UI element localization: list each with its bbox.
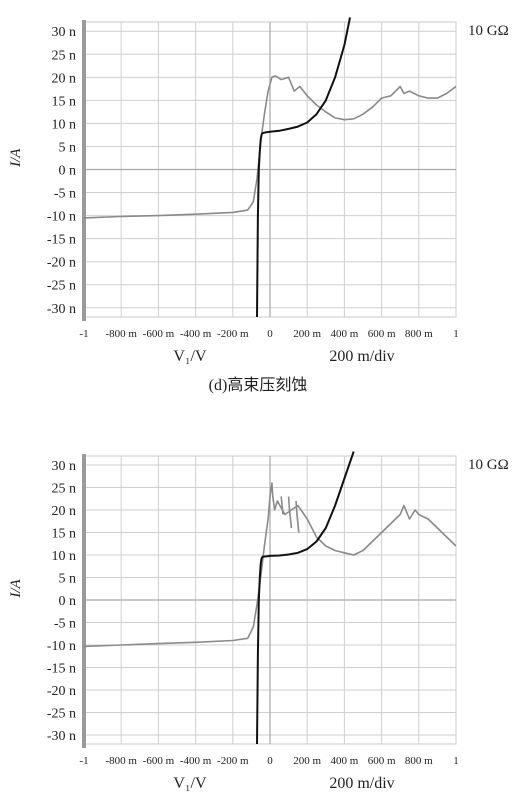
chart-1: 30 n 25 n 20 n 15 n 10 n 5 n 0 n -5 n -10 n -15 n… <box>8 451 509 792</box>
y-tick-label: 25 n <box>52 48 77 63</box>
y-tick-label: 5 n <box>59 140 77 155</box>
x-tick-label: 800 m <box>405 755 433 767</box>
x-tick-label: -400 m <box>180 328 212 340</box>
x-tick-label: 200 m <box>293 328 321 340</box>
x-tick-label: 400 m <box>330 755 358 767</box>
y-tick-label: 0 n <box>59 594 77 609</box>
x-tick-label: 600 m <box>368 755 396 767</box>
x-tick-label: 1 <box>453 755 459 767</box>
series-line-1 <box>256 17 351 317</box>
x-axis-label: V₁/V <box>173 775 207 792</box>
series-line-0 <box>84 482 456 648</box>
y-tick-label: 15 n <box>52 94 77 109</box>
y-tick-label: 5 n <box>59 572 77 587</box>
y-tick-label: -10 n <box>47 639 76 654</box>
x-tick-label: -1 <box>79 755 88 767</box>
x-tick-label: -800 m <box>105 328 137 340</box>
y-tick-label: 20 n <box>52 71 77 86</box>
y-tick-label: 20 n <box>52 504 77 519</box>
y-tick-label: 30 n <box>52 459 77 474</box>
x-axis-label: V₁/V <box>173 348 207 365</box>
y-axis-label: I/A <box>8 148 24 168</box>
y-tick-label: -25 n <box>47 279 76 294</box>
y-tick-label: -25 n <box>47 707 76 722</box>
y-axis-label: I/A <box>8 578 24 598</box>
y-tick-label: 15 n <box>52 527 77 542</box>
x-tick-label: -1 <box>79 328 88 340</box>
x-tick-label: 600 m <box>368 328 396 340</box>
x-tick-label: -600 m <box>143 755 175 767</box>
x-tick-label: 400 m <box>330 328 358 340</box>
scale-label: 200 m/div <box>329 348 394 365</box>
x-tick-label: 800 m <box>405 328 433 340</box>
y-tick-label: -30 n <box>47 729 76 744</box>
chart-caption: (d)高束压刻蚀 <box>209 376 308 394</box>
y-tick-label: 10 n <box>52 549 77 564</box>
resistance-annotation: 10 GΩ <box>468 457 509 473</box>
y-tick-label: 30 n <box>52 25 77 40</box>
y-tick-label: 0 n <box>59 164 77 179</box>
y-tick-label: -15 n <box>47 233 76 248</box>
y-tick-label: -15 n <box>47 662 76 677</box>
series-line-4 <box>256 451 355 744</box>
x-tick-label: -200 m <box>217 755 249 767</box>
x-tick-label: -600 m <box>143 328 175 340</box>
x-tick-label: -800 m <box>105 755 137 767</box>
series-line-2 <box>287 496 293 529</box>
x-tick-label: -400 m <box>180 755 212 767</box>
x-tick-label: 1 <box>453 328 459 340</box>
resistance-annotation: 10 GΩ <box>468 23 509 39</box>
y-tick-label: -5 n <box>54 187 76 202</box>
y-tick-label: -5 n <box>54 617 76 632</box>
x-tick-label: -200 m <box>217 328 249 340</box>
series-line-1 <box>280 496 284 515</box>
x-tick-label: 200 m <box>293 755 321 767</box>
y-tick-label: -30 n <box>47 302 76 317</box>
x-tick-label: 0 <box>267 755 273 767</box>
scale-label: 200 m/div <box>329 775 394 792</box>
y-tick-label: -20 n <box>47 256 76 271</box>
series-line-3 <box>295 500 300 533</box>
chart-0: 30 n 25 n 20 n 15 n 10 n 5 n 0 n -5 n -10 n -15 n… <box>8 17 509 394</box>
y-tick-label: -10 n <box>47 210 76 225</box>
y-tick-label: 10 n <box>52 117 77 132</box>
y-tick-label: 25 n <box>52 482 77 497</box>
y-tick-label: -20 n <box>47 684 76 699</box>
series-line-0 <box>84 75 456 219</box>
x-tick-label: 0 <box>267 328 273 340</box>
